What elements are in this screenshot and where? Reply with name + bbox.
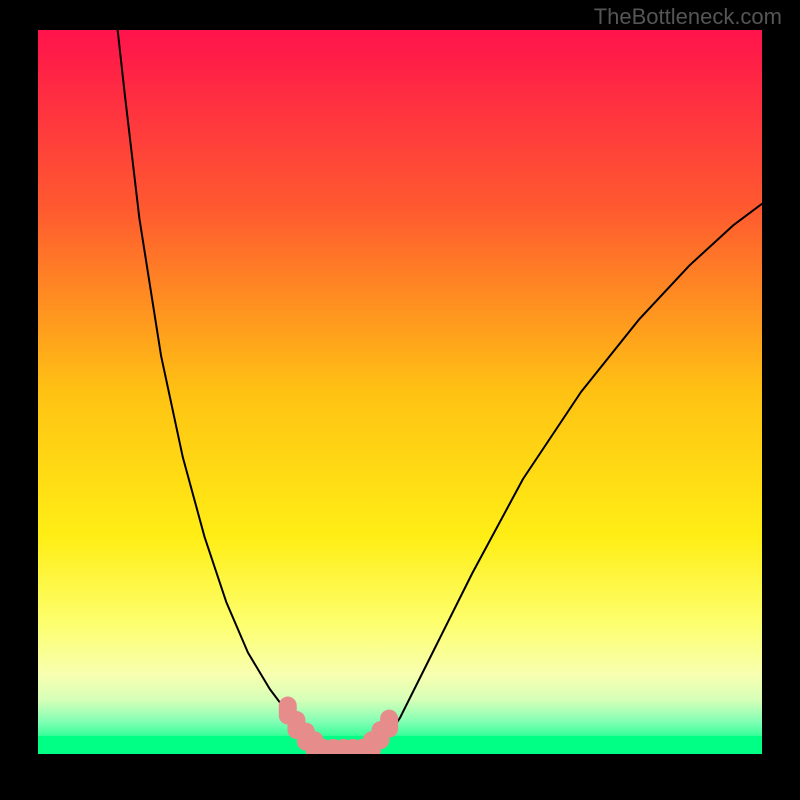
chart-container: TheBottleneck.com [0, 0, 800, 800]
v-marker [380, 710, 398, 738]
watermark-text: TheBottleneck.com [594, 4, 782, 30]
plot-background [38, 30, 762, 754]
baseline-band [38, 736, 762, 754]
plot-svg [38, 30, 762, 754]
